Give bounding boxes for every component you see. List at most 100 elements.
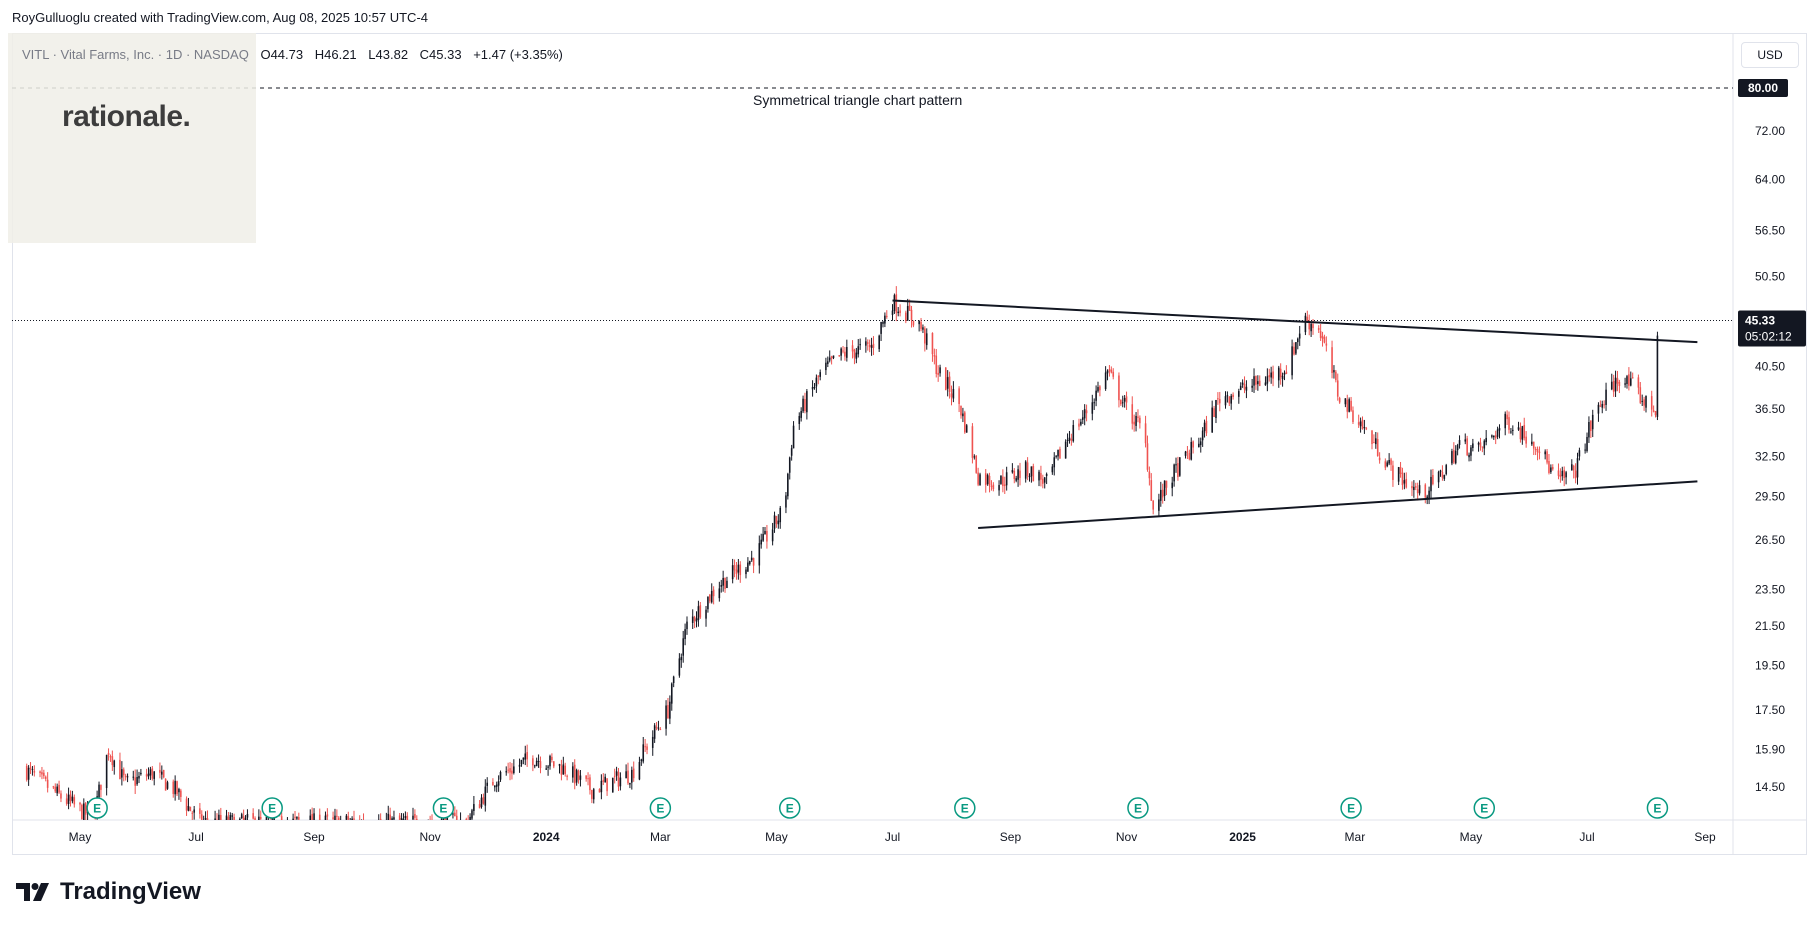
candle-body [56,786,58,794]
upper-trendline [892,299,1698,344]
candle-body [922,327,924,330]
candle-body [1293,346,1295,355]
symbol-legend[interactable]: VITL · Vital Farms, Inc. · 1D · NASDAQ O… [22,47,571,62]
chart-attribution: RoyGulluoglu created with TradingView.co… [12,10,428,25]
earnings-marker-label: E [1134,802,1142,816]
time-tick-label: May [1460,830,1483,844]
candle-body [497,781,500,786]
candle-body [1011,470,1014,473]
candle-body [1099,386,1101,391]
candle-body [1378,457,1381,461]
candle-body [1026,462,1029,477]
candle-body [347,816,350,820]
candle-body [1565,472,1567,478]
candle-body [1483,440,1486,449]
candle-body [1243,383,1246,390]
candle-body [1517,427,1520,430]
candle-body [884,315,886,324]
candle-body [162,770,165,778]
candle-body [882,321,884,324]
candle-body [1298,333,1301,339]
candle-body [189,806,192,812]
candle-body [1477,442,1480,445]
candle-body [452,813,454,815]
candle-body [308,827,310,829]
candle-body [924,328,926,344]
candle-body [1534,449,1537,451]
candle-body [585,775,587,779]
price-tick-label: 40.50 [1755,360,1785,374]
candle-body [233,816,235,820]
candle-body [846,347,848,358]
candles [25,286,1659,832]
candle-body [283,829,285,830]
candle-body [1588,422,1590,438]
candle-body [1266,376,1269,384]
candle-body [1453,450,1455,463]
candle-body [136,776,138,785]
candle-body [1508,417,1510,430]
candle-body [573,764,576,784]
candle-body [309,815,312,820]
candle-body [1131,404,1134,424]
candle-body [1336,380,1339,397]
ohlc-low: L43.82 [368,47,409,62]
candle-body [1161,489,1164,498]
candle-body [1458,440,1461,445]
candle-body [1361,419,1364,430]
candle-body [642,744,645,762]
candle-body [944,367,947,391]
candle-body [1057,449,1059,457]
time-tick-label: Mar [1345,830,1366,844]
candle-body [1228,396,1231,404]
candle-body [912,320,915,326]
candle-body [212,825,214,826]
candle-body [718,588,721,599]
candle-body [1093,402,1095,404]
candle-body [185,798,188,811]
candle-body [686,621,688,630]
candle-body [1576,458,1579,478]
candle-body [870,345,873,348]
price-tick-label: 15.90 [1755,742,1785,756]
chart-frame [12,33,1807,855]
candle-body [735,569,738,574]
candle-body [505,771,508,773]
candle-body [787,473,789,497]
candle-body [174,780,176,795]
candle-body [1413,486,1415,491]
candle-body [292,818,294,820]
candle-body [178,789,180,793]
candle-body [1563,470,1565,479]
candle-body [259,817,262,819]
tradingview-logo[interactable]: TradingView [14,878,201,906]
candle-body [1333,370,1335,373]
candle-body [1405,478,1408,488]
candle-body [828,357,831,361]
candle-body [788,457,791,473]
candle-body [1068,437,1071,441]
earnings-marker-label: E [1480,802,1488,816]
candle-body [442,817,445,820]
candle-body [176,781,178,795]
candle-body [285,831,287,832]
earnings-marker-label: E [93,802,101,816]
currency-button[interactable]: USD [1741,42,1799,68]
candle-body [225,815,228,820]
candle-body [1557,470,1560,476]
candle-body [547,766,549,768]
candle-body [1304,315,1307,333]
candle-body [1306,316,1309,323]
candle-body [138,775,140,779]
candle-body [1551,467,1554,470]
candle-body [231,815,234,817]
candle-body [1571,464,1573,471]
candle-body [1106,370,1109,374]
candle-body [859,344,861,346]
candle-body [1198,443,1200,448]
candle-body [1241,382,1244,385]
candle-body [760,539,763,545]
candle-body [762,533,764,541]
price-tick-label: 36.50 [1755,402,1785,416]
